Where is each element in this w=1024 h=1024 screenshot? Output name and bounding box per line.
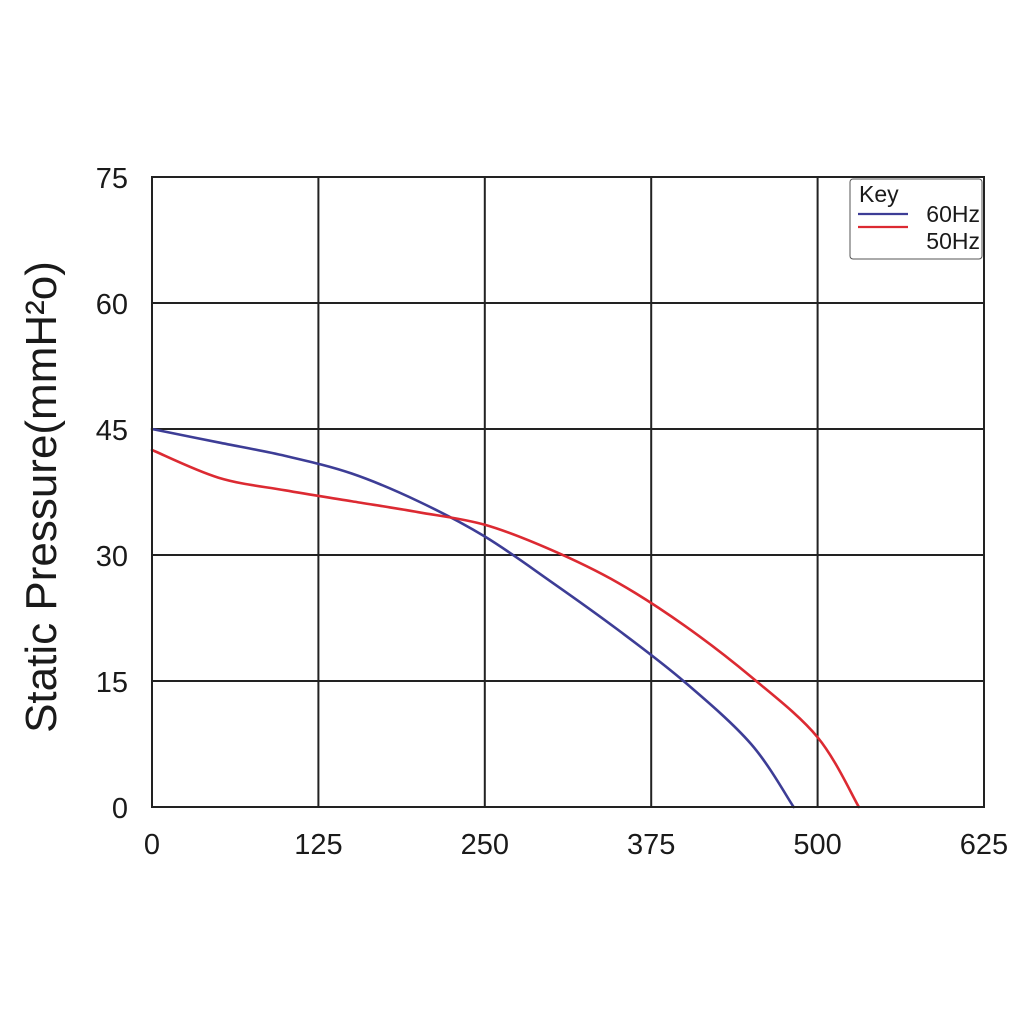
x-tick-label: 500 [793, 829, 841, 861]
x-tick-label: 125 [294, 829, 342, 861]
y-tick-label: 0 [112, 793, 128, 825]
legend-box [849, 178, 983, 260]
y-tick-label: 75 [96, 163, 128, 195]
x-tick-label: 375 [627, 829, 675, 861]
y-axis-label: Static Pressure(mmH²o) [17, 261, 66, 733]
x-tick-label: 250 [461, 829, 509, 861]
y-axis-ticks: 0 15 30 45 60 75 [96, 163, 128, 825]
series-line-60hz [150, 427, 795, 809]
grid-lines [151, 176, 985, 808]
legend-title: Key [859, 181, 899, 207]
y-tick-label: 15 [96, 667, 128, 699]
series-layer [150, 427, 861, 809]
x-axis-ticks: 0 125 250 375 500 625 [144, 829, 1008, 861]
legend-label-60hz: 60Hz [926, 201, 980, 227]
y-tick-label: 45 [96, 415, 128, 447]
series-line-50hz [150, 448, 861, 809]
y-tick-label: 30 [96, 541, 128, 573]
x-tick-label: 0 [144, 829, 160, 861]
plot-frame [151, 176, 985, 808]
legend-label-50hz: 50Hz [926, 228, 980, 254]
y-tick-label: 60 [96, 289, 128, 321]
x-tick-label: 625 [960, 829, 1008, 861]
